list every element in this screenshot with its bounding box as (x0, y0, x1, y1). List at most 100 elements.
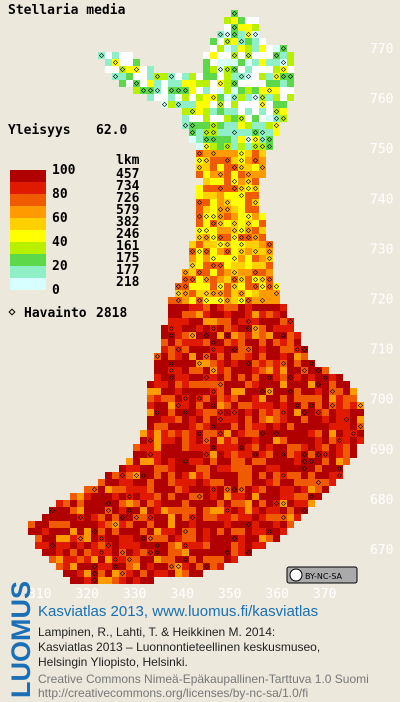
map-cell (245, 31, 252, 38)
map-cell (273, 500, 280, 507)
map-cell (175, 514, 182, 521)
map-cell (189, 521, 196, 528)
observation-mark (266, 143, 273, 150)
legend-swatch (10, 254, 46, 266)
map-cell (210, 297, 217, 304)
map-cell (301, 381, 308, 388)
map-cell (175, 528, 182, 535)
map-cell (259, 479, 266, 486)
map-cell (280, 444, 287, 451)
map-cell (84, 528, 91, 535)
map-cell (301, 430, 308, 437)
map-cell (231, 122, 238, 129)
map-cell (217, 339, 224, 346)
map-cell (238, 493, 245, 500)
observation-mark (154, 549, 161, 556)
map-cell (238, 451, 245, 458)
observation-mark (322, 374, 329, 381)
observation-mark (238, 73, 245, 80)
map-cell (196, 199, 203, 206)
map-cell (84, 514, 91, 521)
map-cell (315, 388, 322, 395)
y-grid-label: 680 (370, 493, 393, 508)
map-cell (147, 430, 154, 437)
map-cell (252, 276, 259, 283)
observation-mark (168, 563, 175, 570)
map-cell (203, 304, 210, 311)
map-cell (182, 297, 189, 304)
observation-mark (210, 234, 217, 241)
map-cell (343, 395, 350, 402)
badge-box (286, 566, 358, 584)
map-cell (161, 346, 168, 353)
map-cell (266, 360, 273, 367)
map-cell (175, 283, 182, 290)
map-cell (126, 535, 133, 542)
observation-mark (182, 122, 189, 129)
map-cell (49, 542, 56, 549)
map-cell (189, 262, 196, 269)
map-cell (210, 122, 217, 129)
map-cell (231, 248, 238, 255)
map-cell (140, 528, 147, 535)
map-cell (126, 52, 133, 59)
map-cell (343, 451, 350, 458)
map-cell (196, 486, 203, 493)
observation-mark (315, 479, 322, 486)
map-cell (56, 549, 63, 556)
map-cell (154, 437, 161, 444)
observation-mark (252, 269, 259, 276)
map-cell (343, 416, 350, 423)
map-cell (140, 549, 147, 556)
map-cell (322, 416, 329, 423)
map-cell (336, 465, 343, 472)
map-cell (28, 521, 35, 528)
map-cell (161, 353, 168, 360)
map-cell (98, 521, 105, 528)
map-cell (154, 87, 161, 94)
observation-mark (182, 290, 189, 297)
map-cell (77, 577, 84, 584)
map-cell (329, 423, 336, 430)
map-cell (224, 115, 231, 122)
observation-mark (231, 80, 238, 87)
map-cell (238, 472, 245, 479)
observation-mark (91, 577, 98, 584)
map-cell (182, 395, 189, 402)
map-cell (245, 430, 252, 437)
map-cell (301, 451, 308, 458)
map-cell (308, 437, 315, 444)
map-cell (175, 479, 182, 486)
map-cell (217, 521, 224, 528)
map-cell (280, 311, 287, 318)
map-cell (91, 542, 98, 549)
map-cell (140, 444, 147, 451)
map-cell (224, 444, 231, 451)
map-cell (245, 388, 252, 395)
map-cell (217, 472, 224, 479)
map-cell (231, 129, 238, 136)
map-cell (294, 444, 301, 451)
observation-mark (217, 430, 224, 437)
observation-mark (175, 402, 182, 409)
map-cell (175, 535, 182, 542)
observation-mark (259, 136, 266, 143)
observation-mark (161, 101, 168, 108)
map-cell (238, 325, 245, 332)
observation-mark (280, 409, 287, 416)
map-cell (35, 535, 42, 542)
observation-mark (238, 444, 245, 451)
map-cell (154, 423, 161, 430)
map-cell (161, 381, 168, 388)
map-cell (210, 381, 217, 388)
observation-mark (224, 549, 231, 556)
observation-mark (238, 192, 245, 199)
map-cell (231, 255, 238, 262)
map-cell (217, 395, 224, 402)
map-cell (210, 143, 217, 150)
map-cell (231, 59, 238, 66)
map-cell (280, 353, 287, 360)
map-cell (126, 472, 133, 479)
observation-mark (112, 73, 119, 80)
map-cell (231, 10, 238, 17)
